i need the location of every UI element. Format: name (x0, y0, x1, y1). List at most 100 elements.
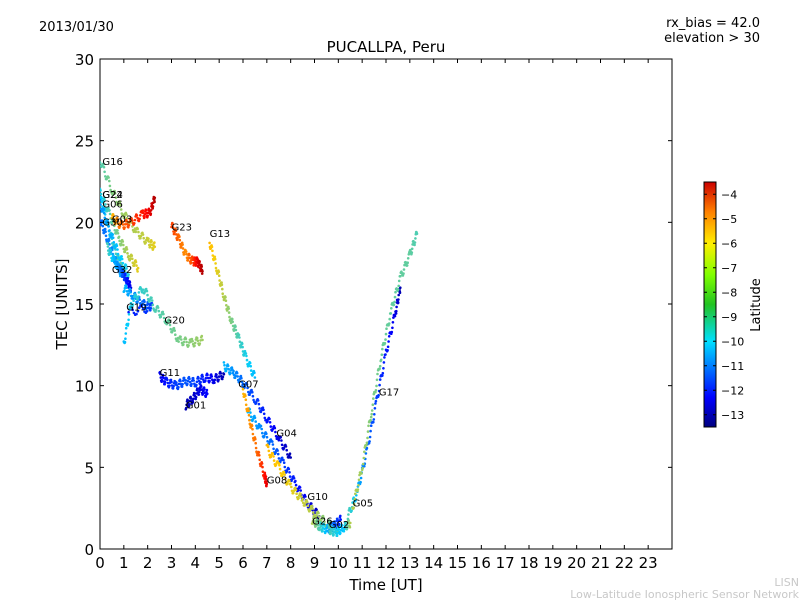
data-point (372, 420, 375, 424)
data-point (132, 297, 135, 301)
data-point (123, 340, 127, 344)
data-point (169, 378, 173, 382)
data-point (311, 507, 314, 510)
data-point (278, 463, 281, 467)
data-point (121, 273, 124, 277)
data-point (385, 327, 388, 331)
data-point (119, 242, 123, 245)
data-point (201, 392, 205, 396)
data-point (253, 416, 257, 420)
series-label-G07: G07 (238, 379, 258, 390)
data-point (146, 293, 149, 297)
data-point (102, 211, 106, 215)
data-point (128, 284, 132, 287)
data-point (337, 525, 341, 529)
data-point (410, 251, 414, 254)
series-label-G13: G13 (210, 229, 230, 240)
colorbar-ticks: −4 −5 −6 −7 −8 −9 −10 −11 −12 −13 (704, 188, 744, 422)
rx-bias-label: rx_bias = 42.0 (666, 16, 760, 31)
data-point (336, 532, 339, 535)
data-point (147, 240, 151, 243)
data-point (372, 418, 376, 421)
data-point (245, 354, 248, 358)
data-point (320, 517, 324, 521)
data-point (241, 382, 245, 386)
data-point (217, 378, 220, 382)
data-point (104, 234, 108, 238)
data-point (125, 246, 128, 249)
data-point (406, 257, 410, 260)
data-point (222, 361, 226, 364)
data-point (151, 303, 155, 307)
data-point (386, 349, 389, 352)
data-point (141, 233, 145, 236)
data-point (373, 407, 377, 410)
data-point (377, 389, 381, 393)
data-point (149, 309, 152, 312)
data-point (246, 407, 250, 410)
data-point (410, 247, 414, 251)
data-point (286, 482, 289, 485)
data-point (188, 403, 191, 406)
data-point (197, 393, 201, 396)
data-point (380, 353, 384, 357)
data-point (339, 518, 343, 521)
x-tick-label: 8 (286, 554, 296, 572)
data-point (200, 272, 204, 275)
data-point (154, 308, 158, 312)
data-point (254, 441, 257, 445)
data-point (196, 339, 200, 343)
data-point (123, 289, 126, 293)
colorbar-tick-label: −9 (721, 311, 737, 324)
data-point (194, 395, 198, 399)
data-point (144, 209, 148, 212)
data-point (254, 401, 258, 404)
data-point (159, 372, 162, 376)
data-point (144, 287, 148, 291)
data-point (265, 480, 269, 483)
data-point (369, 429, 372, 433)
data-point (101, 224, 105, 228)
data-point (347, 513, 350, 516)
data-point (340, 524, 344, 527)
data-point (335, 534, 339, 537)
data-point (240, 342, 244, 346)
data-point (110, 246, 114, 249)
x-tick-label: 19 (543, 554, 562, 572)
data-point (262, 412, 266, 416)
y-tick-label: 20 (75, 214, 94, 232)
data-point (265, 435, 269, 439)
series-G02 (327, 518, 352, 537)
data-point (321, 514, 325, 518)
data-point (263, 416, 267, 420)
data-point (251, 417, 255, 421)
data-point (313, 520, 316, 523)
data-point (113, 192, 117, 195)
data-point (251, 427, 254, 431)
data-point (117, 270, 121, 273)
elevation-label: elevation > 30 (664, 31, 760, 46)
data-point (308, 509, 312, 512)
data-point (136, 266, 140, 270)
data-point (290, 489, 294, 493)
data-point (378, 364, 382, 368)
data-point (181, 247, 185, 250)
data-point (186, 399, 190, 402)
data-point (224, 296, 227, 299)
data-point (290, 478, 294, 481)
data-point (398, 291, 402, 295)
data-point (394, 290, 397, 294)
data-point (133, 313, 137, 317)
data-point (117, 222, 120, 225)
data-point (213, 381, 216, 385)
data-point (261, 406, 265, 410)
y-tick-label: 0 (84, 541, 94, 559)
data-point (305, 500, 309, 504)
data-point (206, 376, 210, 380)
data-point (390, 330, 394, 334)
data-point (104, 175, 107, 178)
data-point (124, 332, 128, 335)
data-point (379, 358, 383, 362)
data-point (103, 199, 107, 202)
data-point (359, 476, 363, 480)
